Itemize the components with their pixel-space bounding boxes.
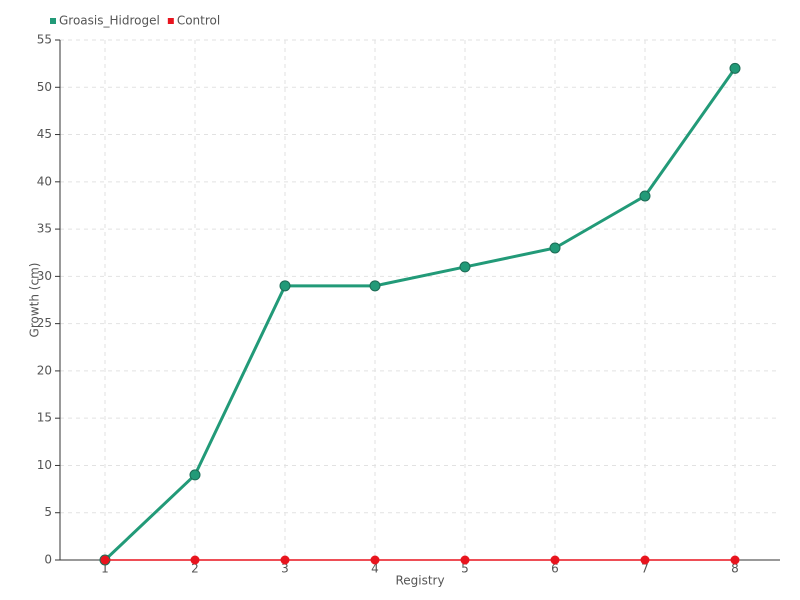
data-point	[190, 555, 200, 565]
y-tick-label: 10	[37, 458, 52, 472]
x-tick-label: 4	[371, 562, 379, 576]
data-point	[730, 555, 740, 565]
data-point	[550, 555, 560, 565]
data-point	[640, 555, 650, 565]
x-axis-label: Registry	[395, 574, 444, 588]
y-tick-label: 0	[44, 553, 52, 567]
x-tick-label: 2	[191, 562, 199, 576]
y-tick-label: 50	[37, 80, 52, 94]
data-point	[639, 190, 651, 202]
y-tick-label: 45	[37, 127, 52, 141]
series-line	[103, 67, 737, 562]
data-point	[460, 555, 470, 565]
data-point	[189, 469, 201, 481]
y-tick-label: 30	[37, 269, 52, 283]
y-tick-label: 25	[37, 316, 52, 330]
data-point	[729, 62, 741, 74]
legend-swatch	[167, 18, 174, 24]
x-tick-label: 1	[101, 562, 109, 576]
data-point	[370, 555, 380, 565]
legend-label: Control	[177, 14, 220, 28]
y-axis-label: Growth (cm)	[28, 263, 42, 338]
x-tick-label: 7	[641, 562, 649, 576]
x-tick-label: 8	[731, 562, 739, 576]
y-tick-label: 15	[37, 411, 52, 425]
y-tick-label: 5	[44, 505, 52, 519]
y-tick-label: 35	[37, 222, 52, 236]
legend-label: Groasis_Hidrogel	[59, 14, 160, 28]
x-tick-label: 3	[281, 562, 289, 576]
data-point	[100, 555, 110, 565]
data-point	[459, 261, 471, 273]
y-tick-label: 40	[37, 174, 52, 188]
y-tick-label: 20	[37, 363, 52, 377]
y-tick-label: 55	[37, 33, 52, 47]
legend-swatch	[50, 18, 56, 24]
data-point	[279, 280, 291, 292]
x-tick-label: 5	[461, 562, 469, 576]
x-tick-label: 6	[551, 562, 559, 576]
data-point	[549, 242, 561, 254]
data-point	[369, 280, 381, 292]
data-point	[280, 555, 290, 565]
